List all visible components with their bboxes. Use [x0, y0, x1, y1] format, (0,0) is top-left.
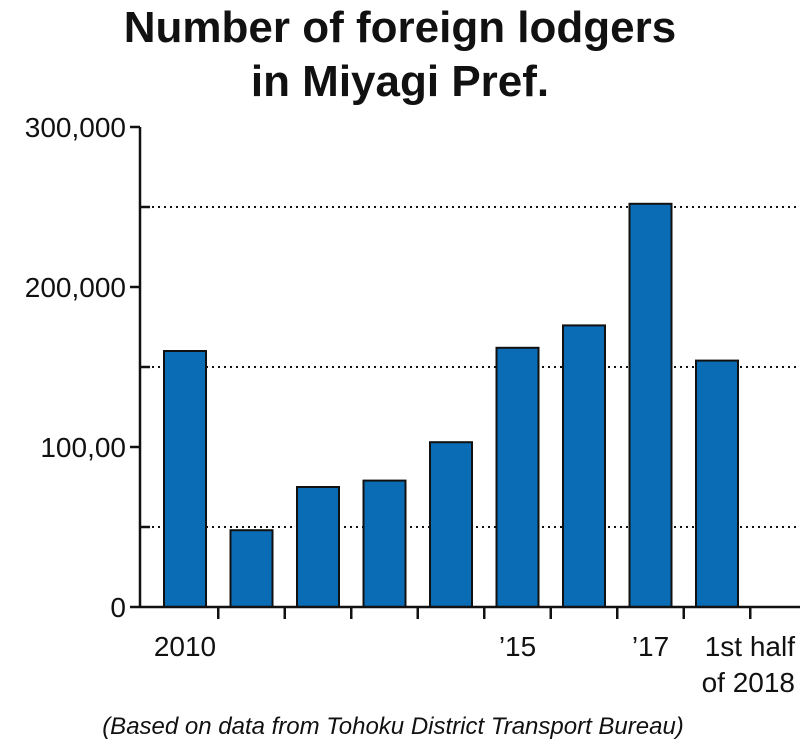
bar-7 — [628, 202, 673, 609]
y-tick-label-1: 100,00 — [40, 432, 126, 463]
y-tick-label-3: 300,000 — [25, 112, 126, 143]
bar-2 — [296, 486, 340, 608]
chart-title-line-2: in Miyagi Pref. — [251, 57, 549, 106]
bar-0 — [163, 350, 207, 608]
x-tick-label-7: ’17 — [632, 631, 669, 662]
bar-1 — [229, 529, 274, 609]
x-tick-label-8-line-0: 1st half — [705, 631, 795, 662]
source-note: (Based on data from Tohoku District Tran… — [102, 713, 684, 740]
bar-8 — [695, 359, 739, 608]
bar-5 — [495, 346, 540, 608]
y-tick-label-2: 200,000 — [25, 272, 126, 303]
bar-6 — [562, 324, 606, 608]
bars — [163, 202, 739, 609]
chart-title-line-1: Number of foreign lodgers — [124, 3, 676, 52]
x-tick-label-5: ’15 — [499, 631, 536, 662]
x-tick-label-8-line-1: of 2018 — [702, 667, 795, 698]
bar-4 — [429, 441, 473, 609]
bar-3 — [362, 479, 407, 609]
y-tick-label-0: 0 — [110, 592, 126, 623]
labels: 0 100,00 200,000 300,000 2010 ’15 ’17 1st half o… — [25, 112, 795, 698]
axes — [130, 125, 800, 619]
x-tick-label-0: 2010 — [154, 631, 216, 662]
